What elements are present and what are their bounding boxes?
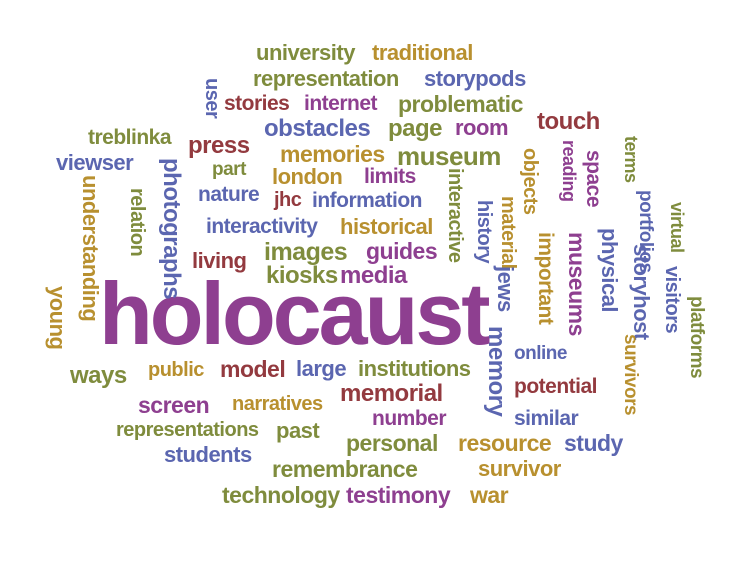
word-representations: representations xyxy=(116,419,259,441)
word-storyhost: storyhost xyxy=(629,244,654,340)
word-interactive: interactive xyxy=(444,168,466,263)
word-images: images xyxy=(264,238,348,266)
word-traditional: traditional xyxy=(372,40,473,65)
word-material: material xyxy=(497,196,519,269)
word-young: young xyxy=(45,286,70,350)
word-museum: museum xyxy=(397,141,501,171)
word-user: user xyxy=(201,78,223,119)
word-physical: physical xyxy=(597,228,622,313)
word-personal: personal xyxy=(346,430,438,456)
word-jhc: jhc xyxy=(274,189,302,211)
word-model: model xyxy=(220,356,286,382)
word-terms: terms xyxy=(621,136,641,183)
word-public: public xyxy=(148,359,204,381)
word-remembrance: remembrance xyxy=(272,456,418,482)
word-past: past xyxy=(276,418,320,443)
word-london: london xyxy=(272,164,343,189)
word-touch: touch xyxy=(537,108,600,135)
word-interactivity: interactivity xyxy=(206,215,318,238)
word-understanding: understanding xyxy=(78,175,103,322)
word-internet: internet xyxy=(304,92,378,115)
word-relation: relation xyxy=(126,188,148,257)
word-online: online xyxy=(514,343,567,364)
word-reading: reading xyxy=(559,140,579,202)
word-narratives: narratives xyxy=(232,393,323,415)
word-survivor: survivor xyxy=(478,456,561,481)
word-memorial: memorial xyxy=(340,380,443,407)
word-historical: historical xyxy=(340,214,433,239)
word-platforms: platforms xyxy=(686,296,707,379)
word-ways: ways xyxy=(70,362,127,389)
word-memories: memories xyxy=(280,141,385,167)
word-screen: screen xyxy=(138,392,210,418)
word-living: living xyxy=(192,248,247,273)
word-virtual: virtual xyxy=(667,202,687,253)
word-kiosks: kiosks xyxy=(266,262,338,289)
word-jews: jews xyxy=(493,266,518,312)
word-large: large xyxy=(296,356,347,381)
word-history: history xyxy=(473,200,495,264)
word-potential: potential xyxy=(514,375,598,398)
word-war: war xyxy=(470,482,509,508)
word-resource: resource xyxy=(458,430,552,456)
word-university: university xyxy=(256,40,355,65)
word-limits: limits xyxy=(364,165,416,188)
word-number: number xyxy=(372,407,447,430)
word-stories: stories xyxy=(224,92,290,115)
word-photographs: photographs xyxy=(158,158,185,300)
word-representation: representation xyxy=(253,66,399,91)
word-media: media xyxy=(340,262,407,289)
word-room: room xyxy=(455,115,509,140)
word-testimony: testimony xyxy=(346,482,451,508)
word-treblinka: treblinka xyxy=(88,126,172,149)
word-objects: objects xyxy=(519,148,541,215)
word-information: information xyxy=(312,189,423,212)
word-part: part xyxy=(212,159,246,180)
word-memory: memory xyxy=(483,326,510,417)
word-institutions: institutions xyxy=(358,356,471,381)
word-obstacles: obstacles xyxy=(264,115,371,142)
word-students: students xyxy=(164,442,252,467)
word-important: important xyxy=(534,232,557,325)
word-viewser: viewser xyxy=(56,150,134,175)
word-technology: technology xyxy=(222,482,340,508)
word-similar: similar xyxy=(514,407,579,430)
word-storypods: storypods xyxy=(424,66,526,91)
word-nature: nature xyxy=(198,183,260,206)
word-visitors: visitors xyxy=(661,266,683,334)
word-space: space xyxy=(582,150,605,208)
word-study: study xyxy=(564,430,623,456)
word-survivors: survivors xyxy=(620,334,641,416)
word-press: press xyxy=(188,132,250,159)
word-museums: museums xyxy=(564,232,590,336)
word-problematic: problematic xyxy=(398,91,523,117)
word-guides: guides xyxy=(366,238,438,264)
word-page: page xyxy=(388,115,443,142)
word-holocaust: holocaust xyxy=(99,264,491,363)
